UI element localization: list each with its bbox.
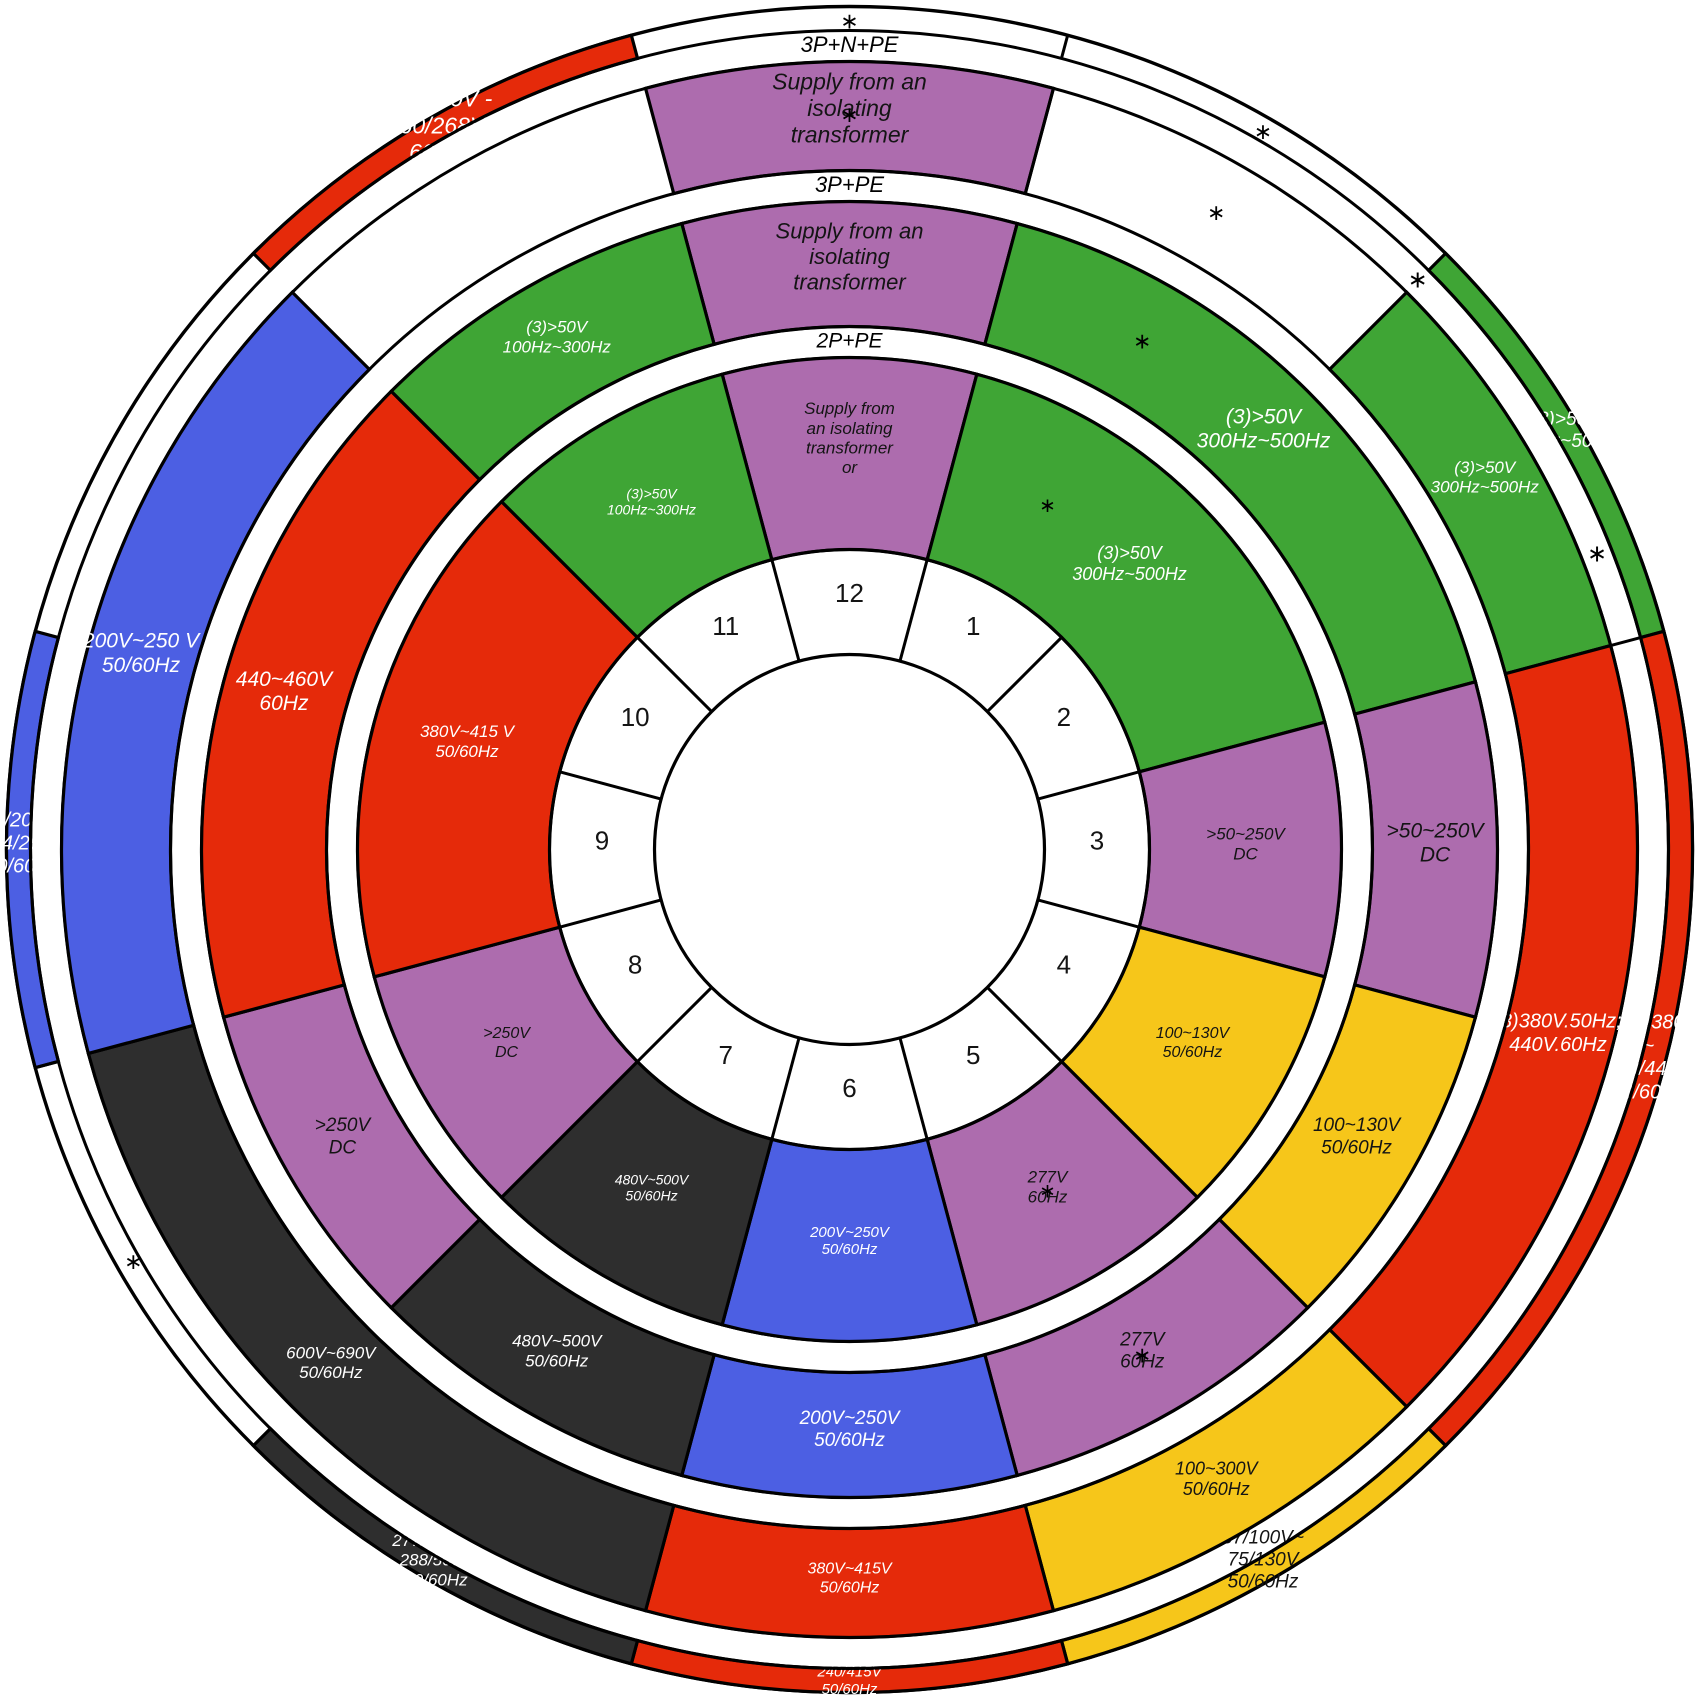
svg-text:6: 6 — [842, 1073, 856, 1103]
svg-text:∗: ∗ — [124, 1249, 142, 1274]
svg-text:2: 2 — [1057, 702, 1071, 732]
svg-text:∗: ∗ — [1408, 267, 1428, 294]
svg-text:3: 3 — [1090, 826, 1104, 856]
svg-text:3P+N+PE: 3P+N+PE — [801, 32, 899, 57]
svg-text:∗: ∗ — [840, 102, 858, 127]
svg-text:∗: ∗ — [1133, 328, 1151, 353]
svg-text:3P+PE: 3P+PE — [815, 172, 884, 197]
svg-text:10: 10 — [621, 702, 650, 732]
svg-text:9: 9 — [595, 826, 609, 856]
svg-text:∗: ∗ — [1039, 495, 1056, 517]
svg-text:1: 1 — [966, 611, 980, 641]
svg-text:7: 7 — [719, 1040, 733, 1070]
svg-text:5: 5 — [966, 1040, 980, 1070]
svg-text:∗: ∗ — [1039, 1181, 1056, 1203]
svg-text:∗: ∗ — [1207, 200, 1225, 225]
svg-text:4: 4 — [1057, 949, 1071, 979]
svg-text:12: 12 — [835, 578, 864, 608]
svg-text:∗: ∗ — [1587, 540, 1607, 567]
svg-text:(3)380V.50Hz;440V.60Hz: (3)380V.50Hz; 440V.60Hz — [1494, 1011, 1621, 1056]
svg-text:2P+PE: 2P+PE — [816, 330, 884, 353]
svg-text:8: 8 — [628, 949, 642, 979]
svg-text:11: 11 — [712, 611, 739, 641]
svg-text:∗: ∗ — [1133, 1342, 1151, 1367]
